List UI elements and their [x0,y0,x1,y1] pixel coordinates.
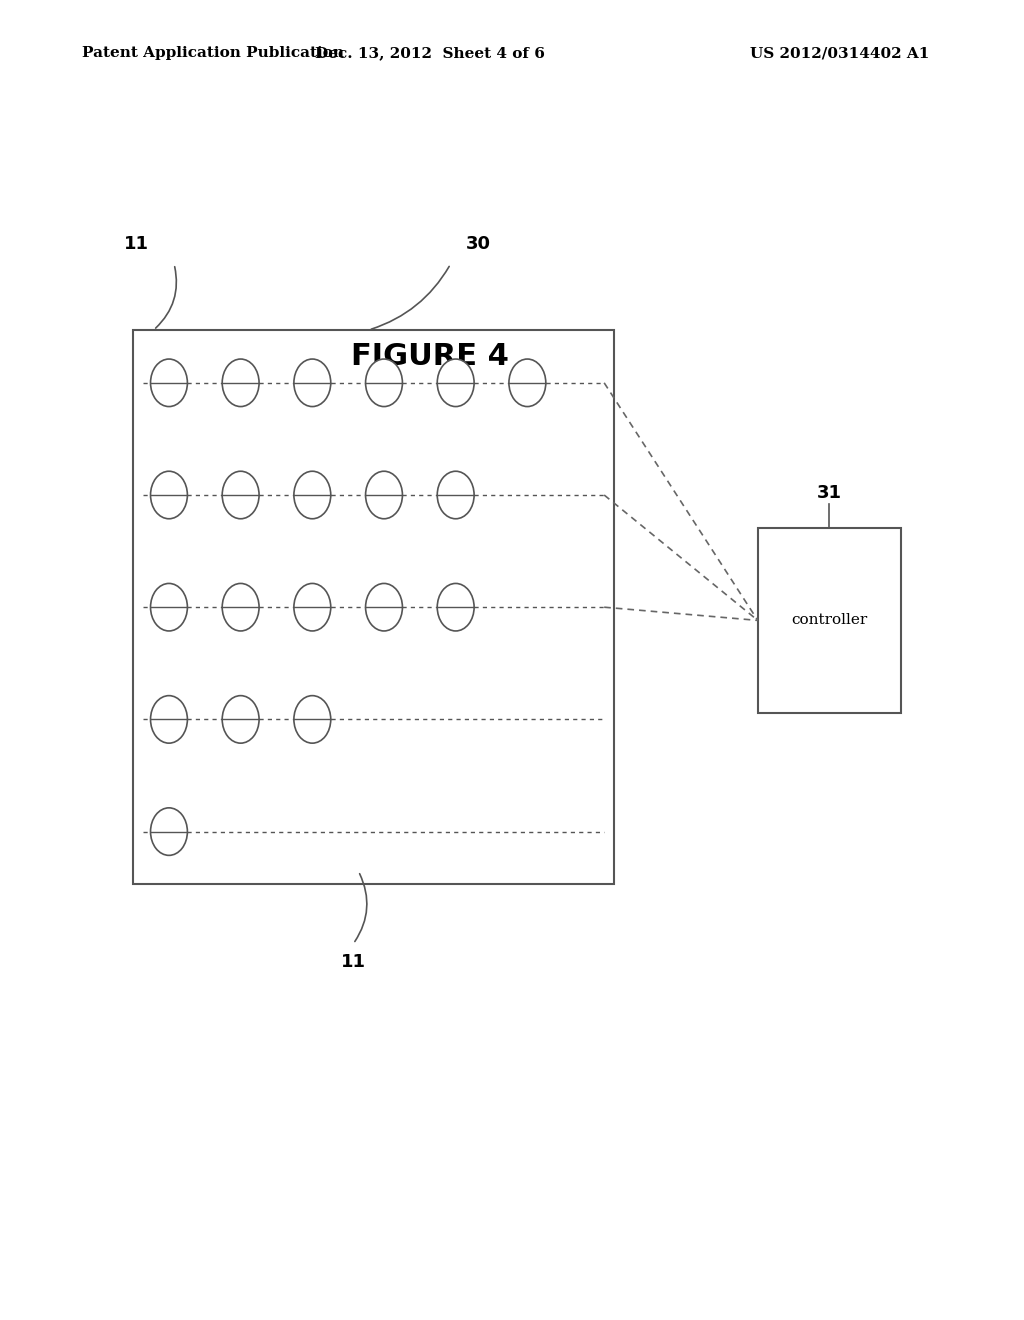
Circle shape [294,696,331,743]
Circle shape [151,359,187,407]
Circle shape [437,583,474,631]
Bar [133,330,614,884]
Circle shape [151,696,187,743]
Circle shape [222,583,259,631]
Circle shape [151,471,187,519]
Text: FIGURE 4: FIGURE 4 [351,342,509,371]
Text: US 2012/0314402 A1: US 2012/0314402 A1 [750,46,930,61]
Circle shape [151,583,187,631]
Circle shape [151,808,187,855]
Circle shape [294,471,331,519]
Text: 31: 31 [817,483,842,502]
Text: controller: controller [792,614,867,627]
Bar [758,528,901,713]
Circle shape [437,471,474,519]
Text: Dec. 13, 2012  Sheet 4 of 6: Dec. 13, 2012 Sheet 4 of 6 [315,46,545,61]
Circle shape [437,359,474,407]
Circle shape [222,359,259,407]
Circle shape [294,583,331,631]
Text: 11: 11 [124,235,148,253]
Circle shape [222,696,259,743]
Circle shape [294,359,331,407]
Circle shape [366,471,402,519]
Text: Patent Application Publication: Patent Application Publication [82,46,344,61]
Circle shape [509,359,546,407]
Circle shape [222,471,259,519]
Text: 30: 30 [466,235,490,253]
Circle shape [366,583,402,631]
Text: 11: 11 [341,953,366,972]
Circle shape [366,359,402,407]
